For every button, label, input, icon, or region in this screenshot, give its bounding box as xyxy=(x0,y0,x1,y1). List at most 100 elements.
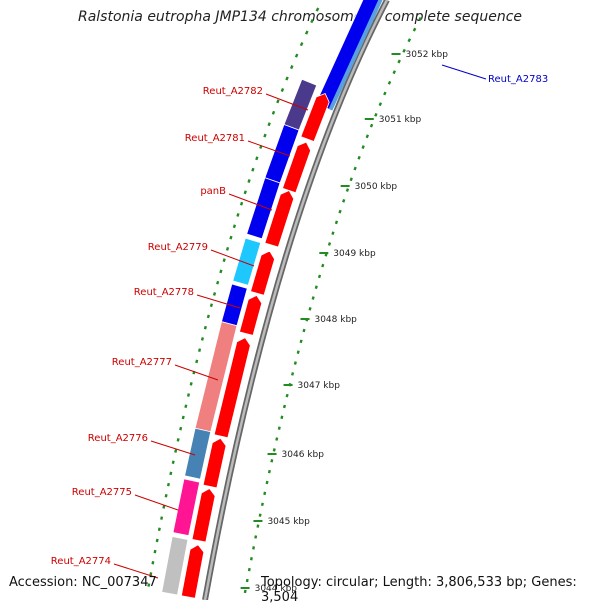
outer-tick-dot xyxy=(402,48,406,53)
inner-tick-dot xyxy=(251,167,255,172)
inner-tick-dot xyxy=(147,583,151,587)
outer-tick-dot xyxy=(345,188,350,192)
gene-label: Reut_A2777 xyxy=(112,357,172,368)
inner-tick-dot xyxy=(203,325,207,330)
gene-strand-arrow xyxy=(180,544,205,599)
inner-tick-dot xyxy=(243,190,247,195)
inner-tick-dot xyxy=(232,224,237,229)
outer-tick-dot xyxy=(387,80,392,85)
outer-tick-dot xyxy=(407,38,412,43)
inner-tick-dot xyxy=(166,482,170,487)
outer-tick-dot xyxy=(263,491,267,496)
scale-label: 3046 kbp xyxy=(282,450,325,460)
outer-tick-dot xyxy=(397,59,401,64)
gene-leader-line xyxy=(247,140,291,157)
inner-tick-dot xyxy=(206,314,210,319)
outer-tick-dot xyxy=(272,448,276,452)
gene-label: Reut_A2775 xyxy=(72,487,132,498)
inner-tick-dot xyxy=(155,538,159,543)
gene-band xyxy=(184,427,212,480)
outer-tick-dot xyxy=(311,296,315,300)
outer-tick-dot xyxy=(247,567,251,572)
inner-tick-dot xyxy=(219,269,223,274)
outer-tick-dot xyxy=(392,70,396,75)
inner-tick-dot xyxy=(216,280,220,285)
outer-tick-dot xyxy=(314,285,318,290)
gene-leader-line xyxy=(228,193,273,211)
inner-tick-dot xyxy=(171,460,175,465)
inner-tick-dot xyxy=(160,516,164,520)
inner-tick-dot xyxy=(200,337,204,341)
inner-tick-dot xyxy=(162,505,166,509)
inner-tick-dot xyxy=(263,133,267,138)
scale-label: 3045 kbp xyxy=(267,517,310,527)
outer-tick-dot xyxy=(296,350,300,354)
inner-tick-dot xyxy=(169,471,173,476)
outer-tick-dot xyxy=(260,502,264,507)
outer-tick-dot xyxy=(327,242,332,246)
inner-tick-dot xyxy=(149,572,153,576)
outer-tick-dot xyxy=(252,546,256,550)
inner-tick-dot xyxy=(157,527,161,532)
inner-tick-dot xyxy=(280,87,285,92)
inner-tick-dot xyxy=(229,235,233,240)
gene-strand-arrow xyxy=(202,437,227,489)
gene-band xyxy=(172,478,201,537)
outer-tick-dot xyxy=(270,459,274,463)
gene-strand-arrow xyxy=(213,337,251,439)
inner-tick-dot xyxy=(184,404,188,409)
gene-band xyxy=(161,536,189,596)
accession-label: Accession: NC_007347 xyxy=(9,575,157,590)
gene-strand-arrow xyxy=(250,250,275,296)
gene-leader-line xyxy=(113,563,159,579)
outer-tick-dot xyxy=(249,557,253,561)
outer-tick-dot xyxy=(383,91,387,96)
scale-label: 3048 kbp xyxy=(314,315,357,325)
gene-strand-arrow xyxy=(238,294,263,336)
outer-tick-dot xyxy=(338,209,342,214)
outer-tick-dot xyxy=(254,535,258,539)
outer-tick-dot xyxy=(317,274,322,279)
gene-strand-arrow xyxy=(264,190,295,248)
gene-label: panB xyxy=(200,186,226,197)
outer-tick-dot xyxy=(412,27,417,32)
gene-leader-line xyxy=(441,64,487,80)
inner-tick-dot xyxy=(222,258,226,263)
gene-label: Reut_A2776 xyxy=(88,433,148,444)
gene-label: Reut_A2783 xyxy=(488,74,548,85)
inner-tick-dot xyxy=(299,42,304,47)
outer-tick-dot xyxy=(243,589,247,594)
inner-tick-dot xyxy=(310,19,314,24)
inner-tick-dot xyxy=(285,76,289,81)
scale-label: 3047 kbp xyxy=(298,381,341,391)
map-title: Ralstonia eutropha JMP134 chromosome 1, … xyxy=(77,9,522,25)
inner-tick-dot xyxy=(212,292,217,296)
gene-band xyxy=(232,237,262,286)
outer-tick-dot xyxy=(361,145,365,149)
inner-tick-dot xyxy=(197,348,202,352)
outer-tick-dot xyxy=(365,134,369,139)
outer-tick-dot xyxy=(321,263,325,268)
outer-tick-dot xyxy=(331,231,335,236)
outer-tick-dot xyxy=(349,177,353,182)
outer-tick-dot xyxy=(357,155,361,160)
gene-band-highlight xyxy=(328,0,383,111)
outer-tick-dot xyxy=(334,220,339,225)
outer-tick-dot xyxy=(378,102,383,107)
inner-tick-dot xyxy=(236,213,240,217)
outer-tick-dot xyxy=(291,372,295,376)
gene-band xyxy=(246,177,281,240)
scale-label: 3050 kbp xyxy=(355,182,398,192)
inner-tick-dot xyxy=(179,426,183,431)
inner-tick-dot xyxy=(174,449,178,453)
inner-tick-dot xyxy=(294,53,299,58)
gene-leader-line xyxy=(134,494,179,511)
gene-leader-line xyxy=(265,93,309,111)
inner-tick-dot xyxy=(209,303,213,308)
gene-strand-arrow xyxy=(300,93,330,143)
outer-tick-dot xyxy=(275,437,279,441)
gene-label: Reut_A2778 xyxy=(134,287,194,298)
scale-label: 3051 kbp xyxy=(379,115,422,125)
